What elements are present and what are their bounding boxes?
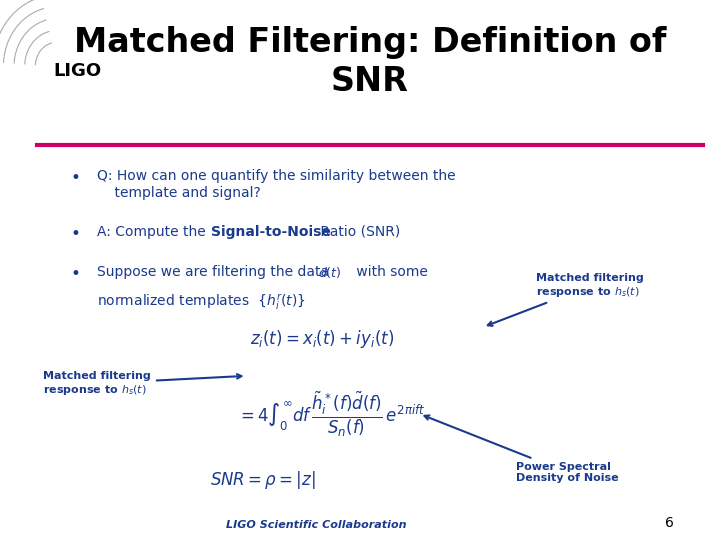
- Text: $SNR = \rho = |z|$: $SNR = \rho = |z|$: [210, 469, 315, 490]
- Text: $d(t)$: $d(t)$: [318, 265, 342, 280]
- Text: 6: 6: [665, 516, 674, 530]
- Text: Suppose we are filtering the data: Suppose we are filtering the data: [96, 265, 333, 279]
- Text: Matched filtering
response to $h_s(t)$: Matched filtering response to $h_s(t)$: [43, 370, 241, 396]
- Text: Power Spectral
Density of Noise: Power Spectral Density of Noise: [425, 415, 619, 483]
- Text: •: •: [70, 170, 80, 187]
- Text: •: •: [70, 265, 80, 282]
- Text: Matched filtering
response to $h_s(t)$: Matched filtering response to $h_s(t)$: [487, 273, 644, 326]
- Text: Q: How can one quantify the similarity between the
    template and signal?: Q: How can one quantify the similarity b…: [96, 170, 455, 199]
- Text: Matched Filtering: Definition of
SNR: Matched Filtering: Definition of SNR: [73, 26, 666, 98]
- Text: $= 4\int_{0}^{\infty} df\, \dfrac{\tilde{h}_i^*(f)\tilde{d}(f)}{S_n(f)}\, e^{2\p: $= 4\int_{0}^{\infty} df\, \dfrac{\tilde…: [237, 389, 425, 438]
- Text: normalized templates  $\{h_i^r(t)\}$: normalized templates $\{h_i^r(t)\}$: [96, 292, 305, 312]
- Text: •: •: [70, 225, 80, 243]
- Text: LIGO Scientific Collaboration: LIGO Scientific Collaboration: [226, 521, 407, 530]
- Text: $z_i(t) = x_i(t) + iy_i(t)$: $z_i(t) = x_i(t) + iy_i(t)$: [250, 328, 394, 350]
- Text: Ratio (SNR): Ratio (SNR): [317, 225, 401, 239]
- Text: Signal-to-Noise: Signal-to-Noise: [211, 225, 331, 239]
- Text: A: Compute the: A: Compute the: [96, 225, 210, 239]
- Text: with some: with some: [352, 265, 428, 279]
- Text: LIGO: LIGO: [53, 62, 102, 80]
